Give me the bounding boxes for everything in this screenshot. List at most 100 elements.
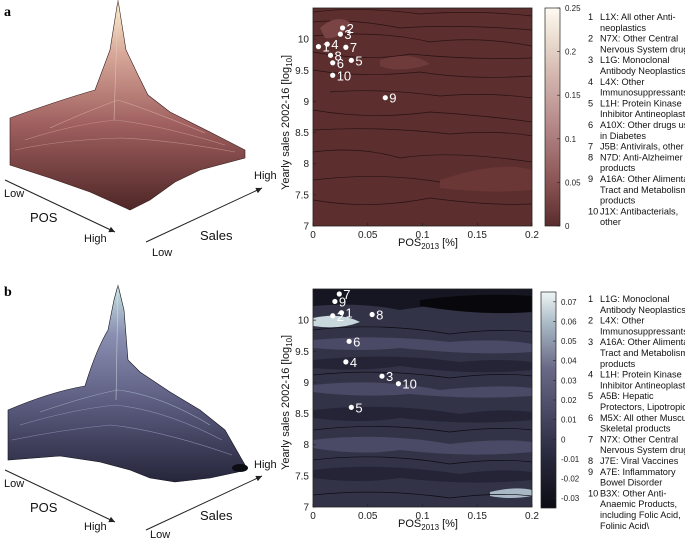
contour-b-ticks: 0 0.05 0.1 0.15 0.2 7 7.5 8 8.5 9 9.5 10 xyxy=(295,316,539,522)
colorbar-tick-label: 0.06 xyxy=(561,317,577,326)
legend-number: 3 xyxy=(588,337,593,347)
pos-axis-label-b: POS xyxy=(30,500,58,515)
legend-number: 8 xyxy=(588,456,593,466)
data-point-label: 5 xyxy=(355,53,362,68)
legend-number: 8 xyxy=(588,152,593,162)
legend-entry-text: L4X: Other xyxy=(600,316,644,326)
legend-entry-text: J7E: Viral Vaccines xyxy=(600,456,679,466)
colorbar-tick-label: -0.03 xyxy=(561,494,580,503)
legend-entry-text: J5B: Antivirals, other xyxy=(600,142,684,152)
legend-entry-text: N7X: Other Central xyxy=(600,434,678,444)
data-point-label: 10 xyxy=(402,377,416,392)
legend-entry-text: L1H: Protein Kinase xyxy=(600,98,682,108)
legend-number: 4 xyxy=(588,370,593,380)
surface-3d-b xyxy=(7,284,248,483)
legend-number: 5 xyxy=(588,98,593,108)
data-point xyxy=(332,298,338,305)
legend-entry-text: Nervous System drugs xyxy=(600,445,685,455)
legend-entry-text: including Folic Acid, xyxy=(600,510,681,520)
y-tick-label: 10 xyxy=(298,316,310,327)
x-tick-label: 0 xyxy=(310,511,316,522)
legend-entry-text: L4X: Other xyxy=(600,77,644,87)
data-point-label: 1 xyxy=(345,306,352,321)
data-point-label: 9 xyxy=(389,91,396,106)
legend-number: 2 xyxy=(588,316,593,326)
sales-axis-arrow-a xyxy=(145,187,263,243)
legend-entry-text: Skeletal products xyxy=(600,424,671,434)
legend-entry-text: A10X: Other drugs used xyxy=(600,120,685,130)
colorbar-tick-label: 0.07 xyxy=(561,298,577,307)
data-point xyxy=(330,72,336,78)
data-point xyxy=(343,44,349,50)
pos-axis-label-a: POS xyxy=(30,210,58,225)
panel-label-b: b xyxy=(4,285,12,300)
data-point xyxy=(379,373,385,379)
legend-number: 7 xyxy=(588,434,593,444)
legend-entry-text: Nervous System drugs xyxy=(600,44,685,54)
x-tick-label: 0.15 xyxy=(468,511,488,522)
data-point-label: 7 xyxy=(350,40,357,55)
x-tick-label: 0 xyxy=(310,230,316,241)
contour-a-xlabel: POS2013 [%] xyxy=(398,237,458,251)
data-point xyxy=(327,52,334,58)
legend-entry-text: Protectors, Lipotropics xyxy=(600,402,685,412)
colorbar-a xyxy=(544,7,561,227)
x-tick-label: 0.2 xyxy=(525,230,539,241)
data-point-label: 8 xyxy=(335,48,342,63)
legend-number: 9 xyxy=(588,467,593,477)
legend-entry-text: neoplastics xyxy=(600,23,646,33)
data-point-label: 2 xyxy=(337,309,344,324)
legend-entry-text: Inhibitor Antineoplastics xyxy=(600,380,685,390)
sales-axis-arrow-b xyxy=(145,475,263,531)
pos-axis-arrow-a xyxy=(4,179,116,233)
data-point-label: 1 xyxy=(322,40,329,55)
legend-number: 1 xyxy=(588,12,593,22)
sales-low-a: Low xyxy=(152,247,172,259)
legend-number: 10 xyxy=(588,488,598,498)
data-point-label: 6 xyxy=(337,56,344,71)
y-tick-label: 9.5 xyxy=(295,66,309,77)
legend-entry-text: A16A: Other Alimentary xyxy=(600,337,685,347)
contour-a-ylabel: Yearly sales 2002-16 [log10] xyxy=(280,55,294,190)
legend-entry-text: N7X: Other Central xyxy=(600,34,678,44)
legend-number: 4 xyxy=(588,77,593,87)
legend-entry-text: N7D: Anti-Alzheimer xyxy=(600,152,683,162)
surface-3d-a xyxy=(9,0,246,211)
data-point xyxy=(348,57,354,63)
legend-number: 5 xyxy=(588,391,593,401)
data-point-label: 5 xyxy=(355,400,362,415)
colorbar-tick-label: 0.05 xyxy=(561,337,577,346)
legend-entry-text: in Diabetes xyxy=(600,131,646,141)
data-point xyxy=(315,44,322,50)
data-point xyxy=(338,310,345,316)
data-point-label: 3 xyxy=(386,369,393,384)
colorbar-tick-label: 0.2 xyxy=(565,48,577,57)
colorbar-tick-label: 0 xyxy=(561,435,566,444)
legend-entry-text: M5X: All other Musculo- xyxy=(600,413,685,423)
data-point xyxy=(346,338,352,344)
legend-entry-text: A7E: Inflammatory xyxy=(600,467,676,477)
data-point-label: 7 xyxy=(343,287,350,302)
legend-number: 1 xyxy=(588,294,593,304)
data-point xyxy=(382,95,388,101)
pos-high-b: High xyxy=(84,521,107,533)
contour-b-ylabel: Yearly sales 2002-16 [log10] xyxy=(280,335,294,470)
y-tick-label: 7.5 xyxy=(295,471,309,482)
contour-b-points: 12 3 4 5 6 7 8 9 10 xyxy=(330,287,417,415)
legend-entry-text: Anaemic Products, xyxy=(600,499,677,509)
legend-entry-text: J1X: Antibacterials, xyxy=(600,206,678,216)
x-tick-label: 0.2 xyxy=(525,511,539,522)
y-tick-label: 9 xyxy=(303,97,309,108)
colorbar-tick-label: 0.15 xyxy=(565,91,581,100)
x-tick-label: 0.05 xyxy=(358,511,378,522)
y-tick-label: 9.5 xyxy=(295,347,309,358)
y-tick-label: 8 xyxy=(303,440,309,451)
legend-number: 9 xyxy=(588,174,593,184)
legend-number: 3 xyxy=(588,55,593,65)
legend-entry-text: A5B: Hepatic xyxy=(600,391,654,401)
colorbar-tick-label: -0.02 xyxy=(561,475,580,484)
colorbar-tick-label: 0 xyxy=(565,222,570,231)
y-tick-label: 8 xyxy=(303,159,309,170)
